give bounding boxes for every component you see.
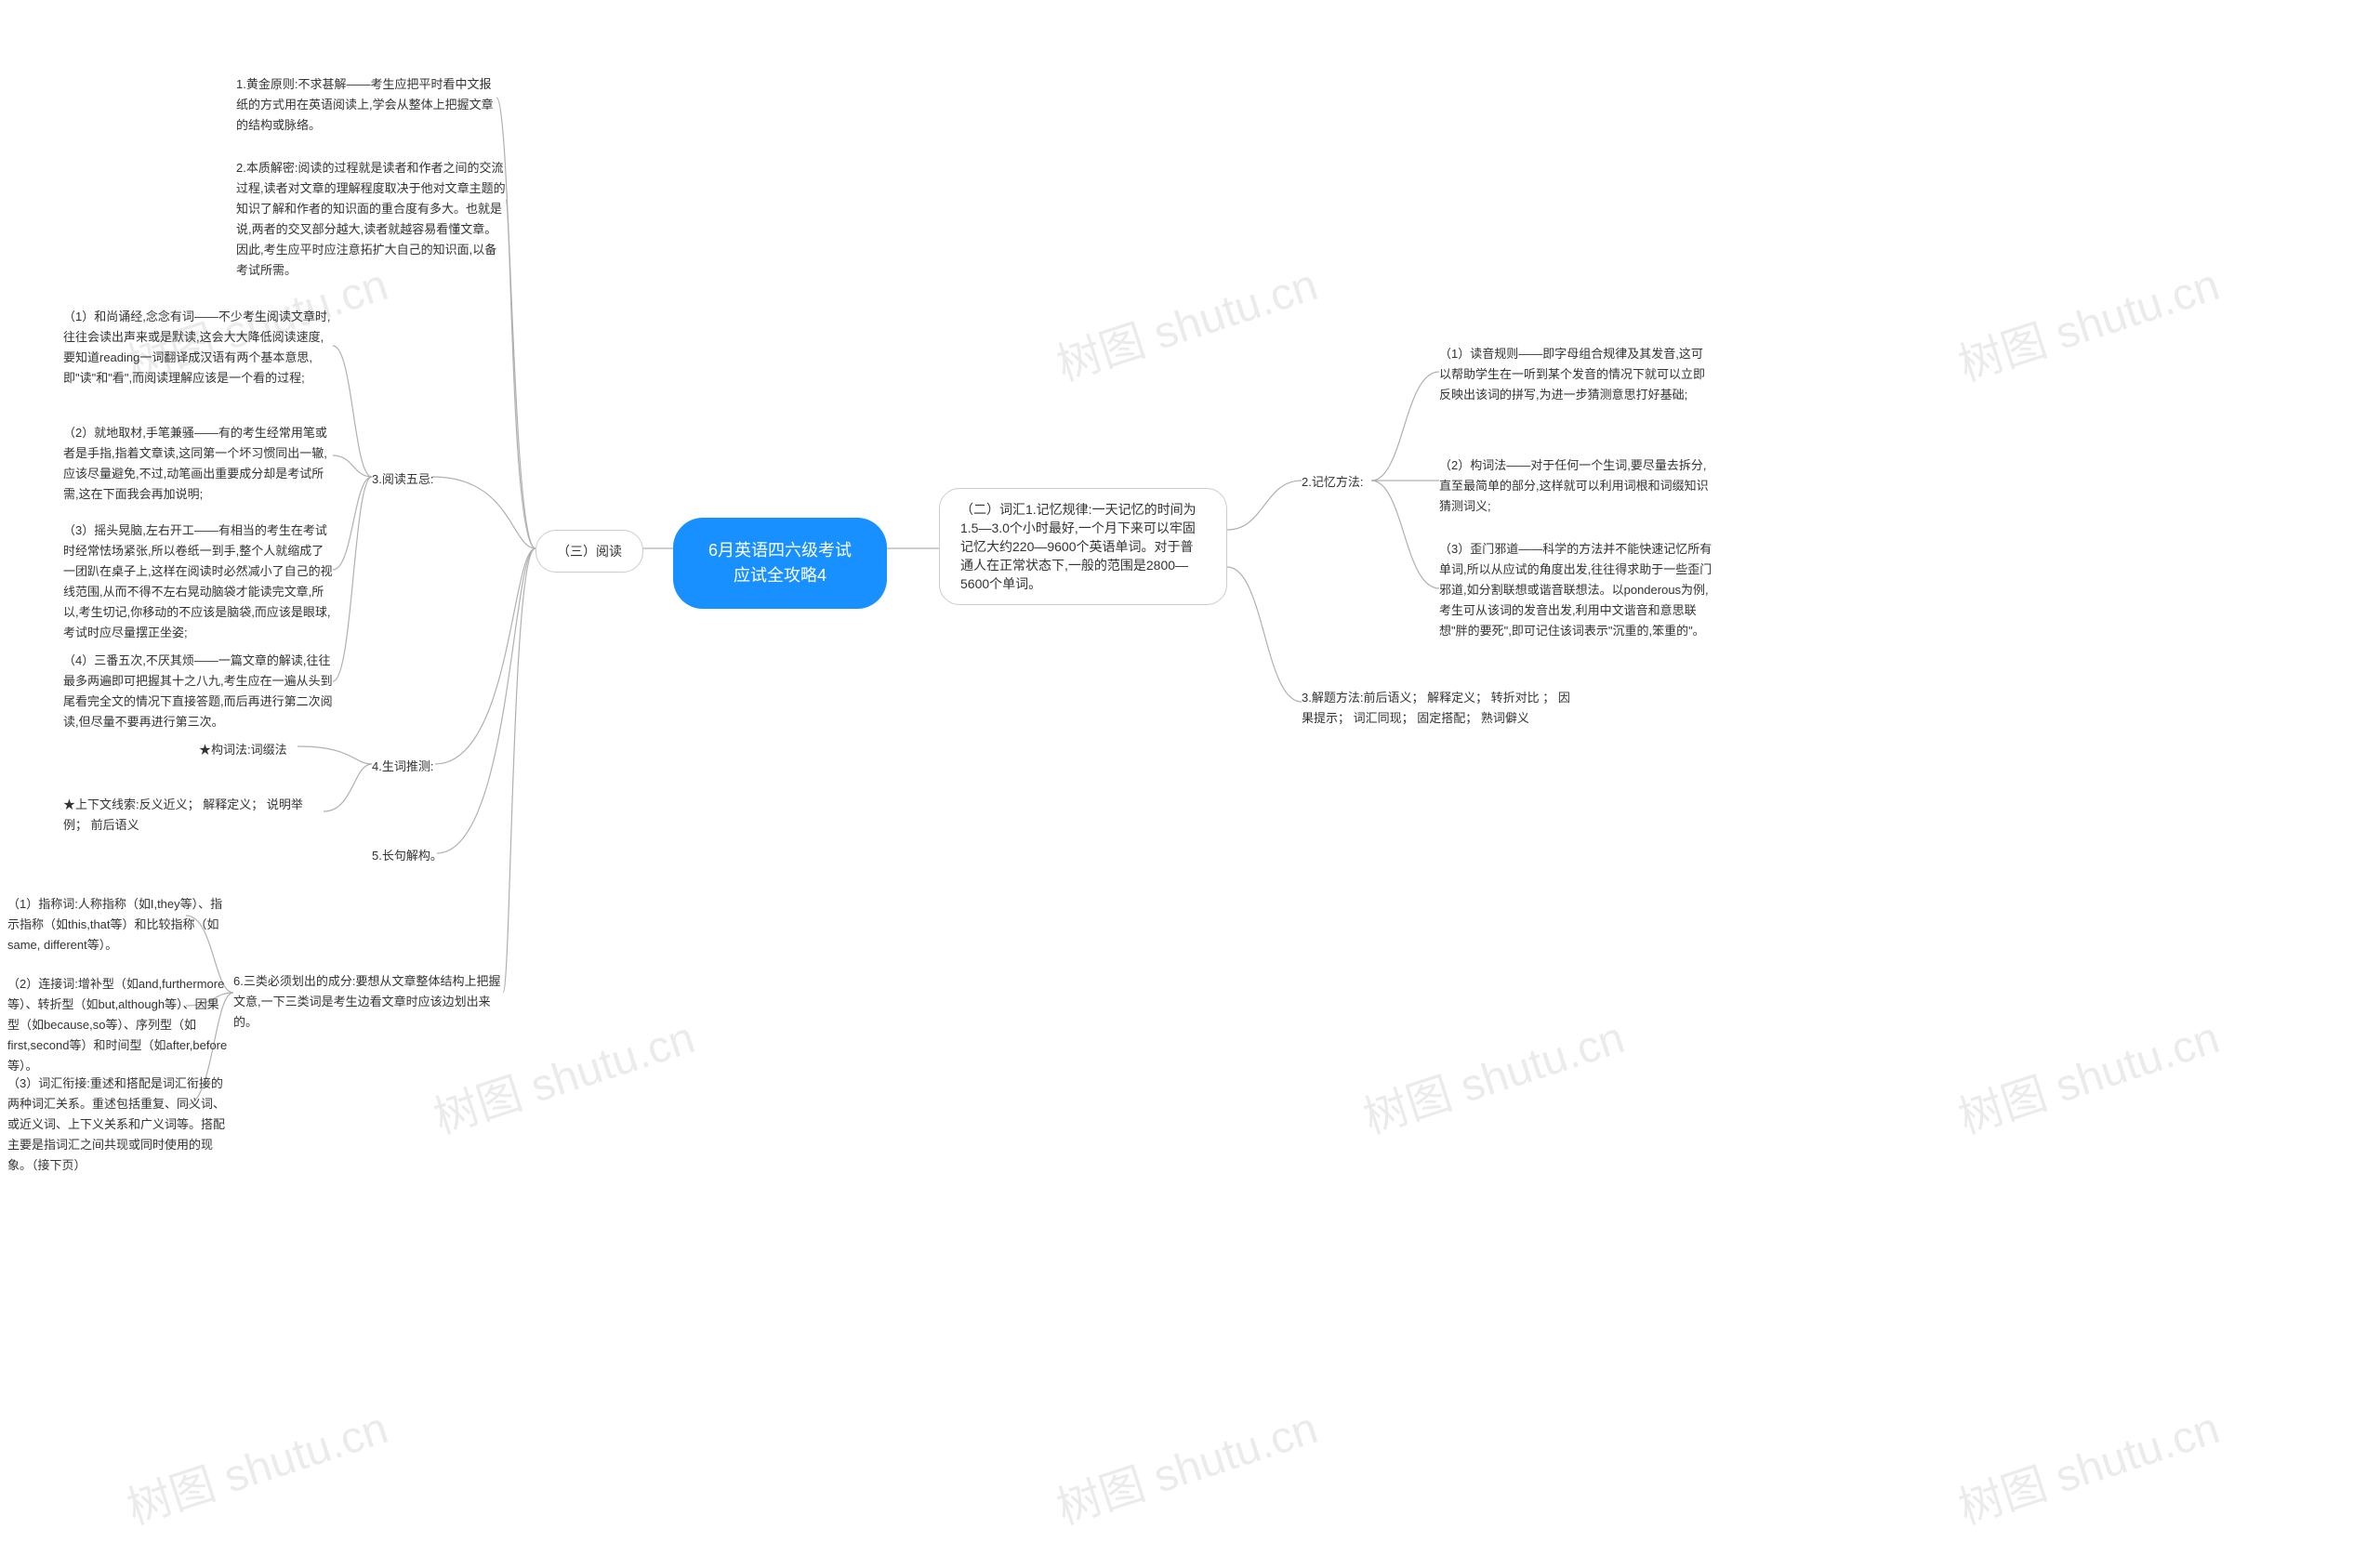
left-c3-leaf-2: （2）就地取材,手笔兼骚——有的考生经常用笔或者是手指,指着文章读,这同第一个坏…: [63, 423, 333, 505]
left-child-essence: 2.本质解密:阅读的过程就是读者和作者之间的交流过程,读者对文章的理解程度取决于…: [236, 158, 506, 282]
right-child-solving-methods[interactable]: 3.解题方法:前后语义； 解释定义； 转折对比 ； 因果提示； 词汇同现； 固定…: [1302, 688, 1571, 729]
left-child-reading-five-taboos[interactable]: 3.阅读五忌:: [372, 469, 433, 487]
left-c3-leaf-1: （1）和尚诵经,念念有词——不少考生阅读文章时,往往会读出声来或是默读,这会大大…: [63, 307, 333, 389]
left-c3-leaf-4: （4）三番五次,不厌其烦——一篇文章的解读,往往最多两遍即可把握其十之八九,考生…: [63, 651, 333, 732]
left-c3-leaf-3: （3）摇头晃脑,左右开工——有相当的考生在考试时经常怯场紧张,所以卷纸一到手,整…: [63, 521, 333, 644]
left-c4-leaf-1: ★构词法:词缀法: [199, 740, 287, 760]
left-c4-leaf-2: ★上下文线索:反义近义； 解释定义； 说明举例； 前后语义: [63, 795, 324, 836]
watermark-text: 树图 shutu.cn: [117, 1391, 394, 1536]
watermark-text: 树图 shutu.cn: [1949, 1001, 2226, 1146]
main-right-label: （二）词汇1.记忆规律:一天记忆的时间为1.5—3.0个小时最好,一个月下来可以…: [960, 502, 1197, 591]
left-c4-label: 4.生词推测:: [372, 759, 433, 773]
left-c6-leaf-1: （1）指称词:人称指称（如I,they等）、指示指称（如this,that等）和…: [7, 894, 231, 955]
main-right-node[interactable]: （二）词汇1.记忆规律:一天记忆的时间为1.5—3.0个小时最好,一个月下来可以…: [939, 488, 1227, 605]
left-child-three-categories[interactable]: 6.三类必须划出的成分:要想从文章整体结构上把握文意,一下三类词是考生边看文章时…: [233, 971, 503, 1033]
root-title-line2: 应试全攻略4: [734, 566, 826, 585]
right-c1-label: 2.记忆方法:: [1302, 475, 1363, 489]
left-child-golden-rule: 1.黄金原则:不求甚解——考生应把平时看中文报纸的方式用在英语阅读上,学会从整体…: [236, 74, 496, 136]
main-left-node[interactable]: （三）阅读: [536, 530, 643, 573]
left-c3-label: 3.阅读五忌:: [372, 472, 433, 486]
watermark-text: 树图 shutu.cn: [1354, 1001, 1631, 1146]
left-child-word-guess[interactable]: 4.生词推测:: [372, 757, 433, 774]
right-leaf-tricks: （3）歪门邪道——科学的方法并不能快速记忆所有单词,所以从应试的角度出发,往往得…: [1439, 539, 1718, 641]
right-leaf-wordformation: （2）构词法——对于任何一个生词,要尽量去拆分,直至最简单的部分,这样就可以利用…: [1439, 455, 1709, 517]
watermark-text: 树图 shutu.cn: [1949, 1391, 2226, 1536]
left-c6-leaf-3: （3）词汇衔接:重述和搭配是词汇衔接的两种词汇关系。重述包括重复、同义词、或近义…: [7, 1074, 231, 1176]
watermark-text: 树图 shutu.cn: [1047, 1391, 1324, 1536]
main-left-label: （三）阅读: [557, 544, 622, 559]
left-c6-leaf-2: （2）连接词:增补型（如and,furthermore等）、转折型（如but,a…: [7, 974, 231, 1076]
root-title-line1: 6月英语四六级考试: [708, 541, 852, 560]
right-c2-label: 3.解题方法:前后语义； 解释定义； 转折对比 ； 因果提示； 词汇同现； 固定…: [1302, 691, 1570, 725]
watermark-text: 树图 shutu.cn: [1047, 248, 1324, 393]
right-child-memory-methods[interactable]: 2.记忆方法:: [1302, 472, 1363, 490]
right-leaf-pronunciation: （1）读音规则——即字母组合规律及其发音,这可以帮助学生在一听到某个发音的情况下…: [1439, 344, 1709, 405]
left-child-long-sentence: 5.长句解构。: [372, 846, 443, 863]
watermark-text: 树图 shutu.cn: [1949, 248, 2226, 393]
root-node[interactable]: 6月英语四六级考试 应试全攻略4: [673, 518, 887, 609]
